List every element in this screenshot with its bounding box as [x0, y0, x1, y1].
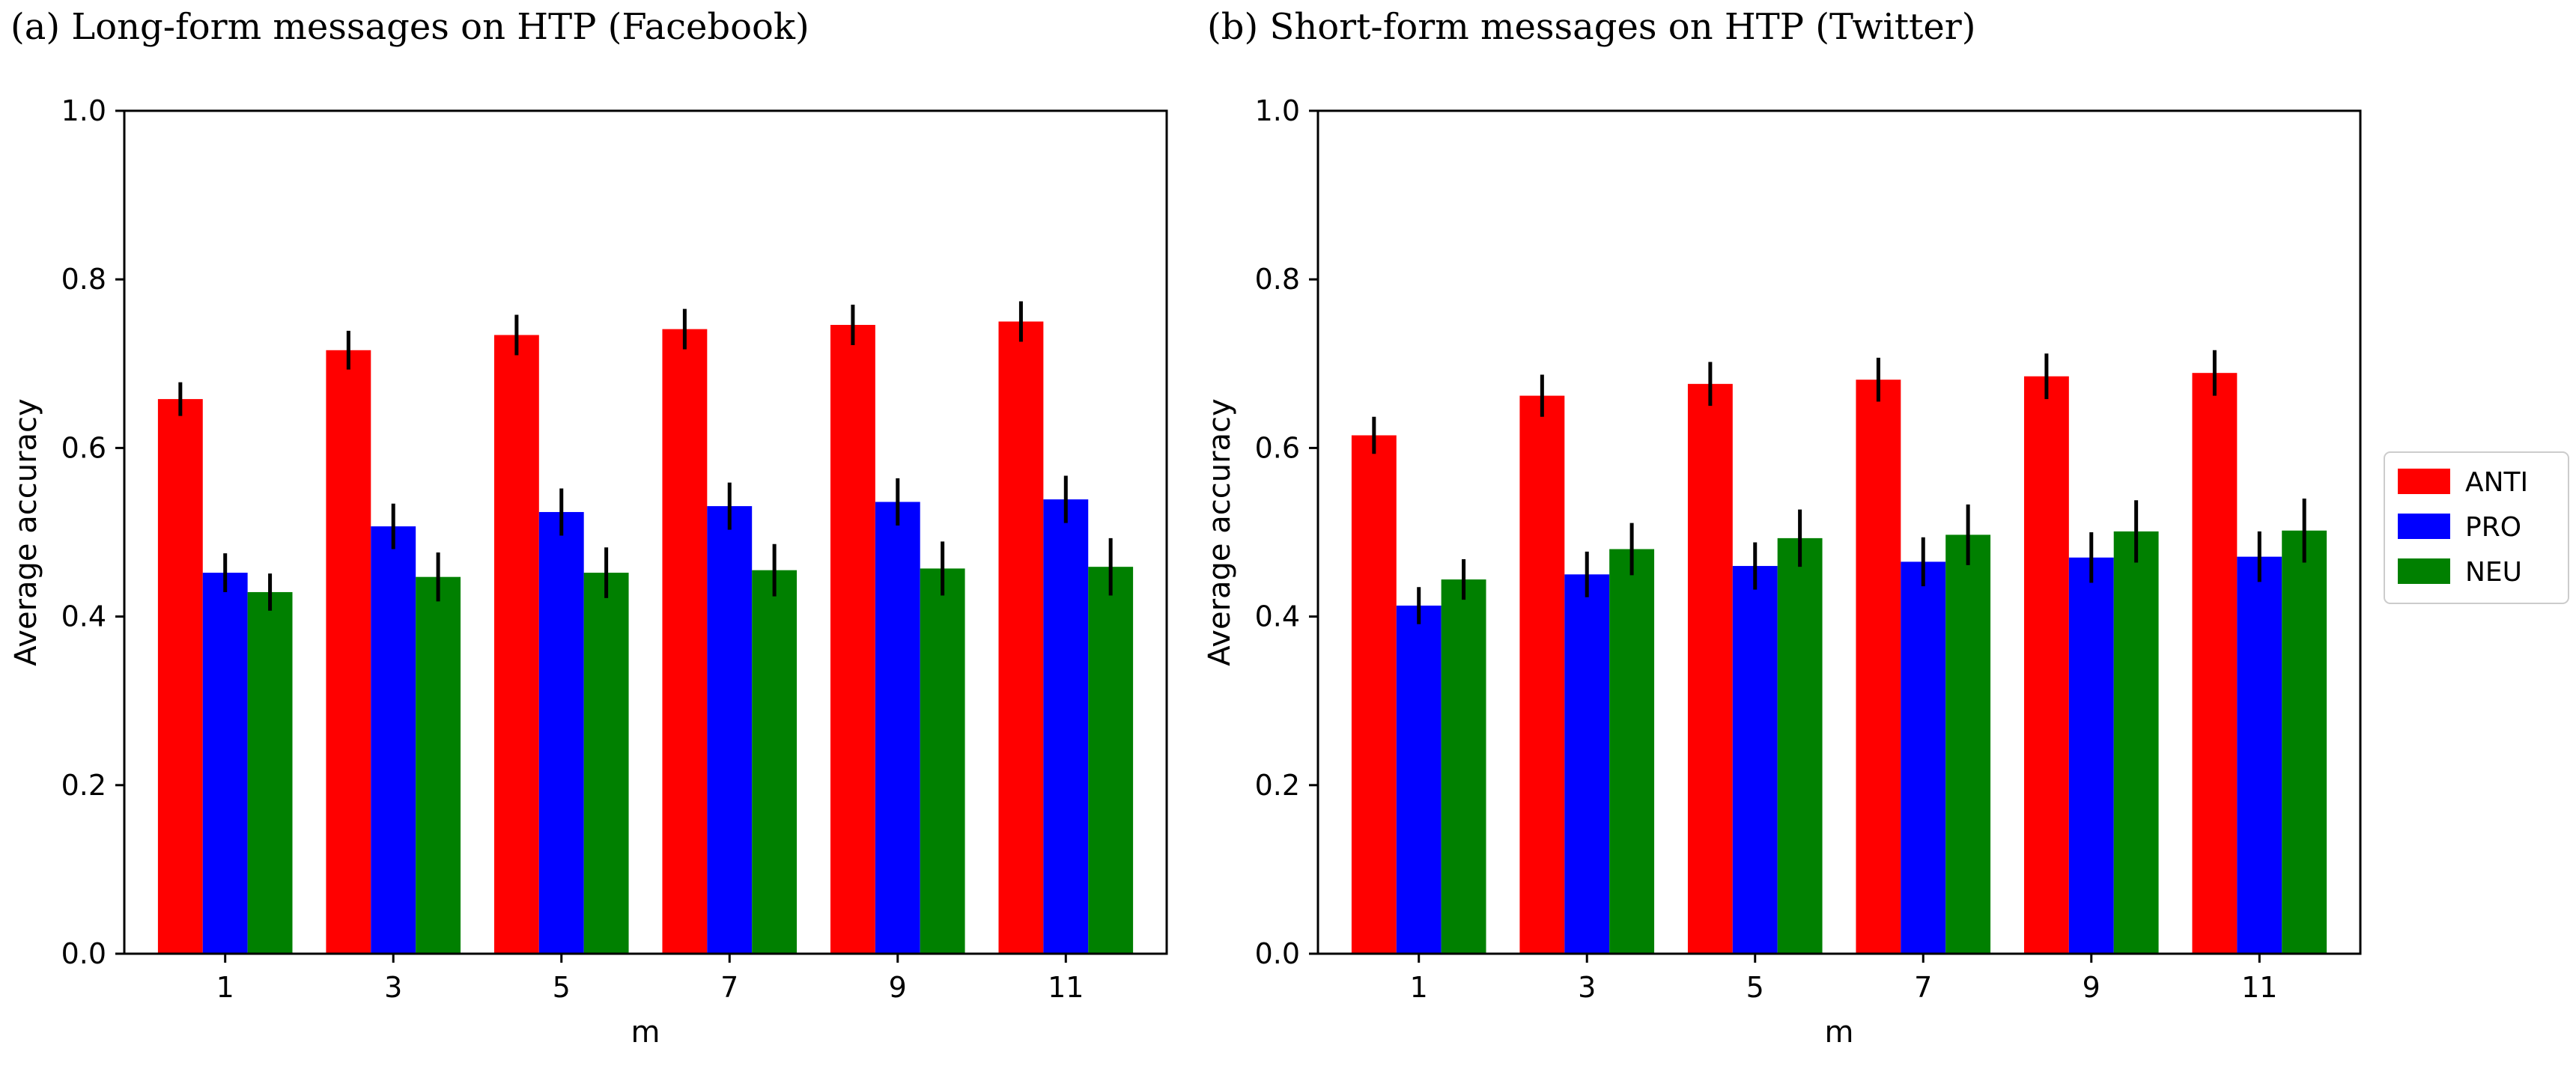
panel-a-x-tick-label: 11	[1048, 971, 1084, 1004]
panel-a-x-tick-label: 1	[216, 971, 234, 1004]
panel-a-y-tick-label: 0.8	[61, 263, 106, 296]
panel-b-bar-anti-m7	[1856, 380, 1901, 954]
panel-a-bar-pro-m11	[1043, 499, 1089, 954]
panel-b-title: (b) Short-form messages on HTP (Twitter)	[1207, 6, 1975, 48]
panel-b-bar-pro-m7	[1901, 561, 1946, 954]
panel-b-y-tick-label: 0.8	[1255, 263, 1300, 296]
panel-b-y-ticks: 0.0 0.2 0.4 0.6 0.8 1.0	[1255, 94, 1318, 970]
panel-b-bar-neu-m3	[1609, 549, 1655, 954]
panel-a-bar-pro-m3	[371, 526, 416, 954]
panel-b-bar-neu-m11	[2282, 530, 2327, 954]
panel-a-bar-pro-m9	[875, 502, 920, 954]
panel-a-y-ticks: 0.0 0.2 0.4 0.6 0.8 1.0	[61, 94, 124, 970]
panel-b-x-ticks: 1 3 5 7 9 11	[1410, 954, 2277, 1004]
panel-b-x-tick-label: 11	[2241, 971, 2277, 1004]
panel-a-bar-pro-m5	[538, 511, 584, 954]
legend-label-neu: NEU	[2465, 557, 2522, 588]
panel-b-bar-neu-m9	[2113, 531, 2159, 954]
panel-b-y-tick-label: 1.0	[1255, 94, 1300, 127]
panel-b-bar-pro-m5	[1732, 566, 1778, 954]
legend-swatch-anti	[2398, 469, 2450, 494]
legend-items: ANTI PRO NEU	[2398, 467, 2528, 588]
legend-label-anti: ANTI	[2465, 467, 2528, 498]
panel-b-bar-anti-m3	[1519, 395, 1565, 954]
panel-b-x-tick-label: 9	[2083, 971, 2100, 1004]
panel-b-bar-anti-m11	[2192, 373, 2238, 954]
panel-b-x-axis-label: m	[1825, 1015, 1854, 1050]
panel-b-x-tick-label: 1	[1410, 971, 1428, 1004]
panel-b-y-tick-label: 0.6	[1255, 431, 1300, 464]
panel-a-y-tick-label: 0.6	[61, 431, 106, 464]
panel-a-bar-anti-m1	[157, 399, 203, 954]
legend-label-pro: PRO	[2465, 512, 2521, 543]
panel-b: (b) Short-form messages on HTP (Twitter)…	[1203, 6, 2362, 1050]
legend-swatch-neu	[2398, 558, 2450, 584]
panel-b-bar-neu-m5	[1777, 537, 1823, 954]
panel-b-bar-pro-m9	[2068, 557, 2114, 954]
panel-a-bar-neu-m9	[920, 568, 965, 954]
panel-a-bar-anti-m5	[493, 335, 539, 954]
panel-b-x-tick-label: 5	[1746, 971, 1764, 1004]
panel-a: (a) Long-form messages on HTP (Facebook)…	[9, 6, 1168, 1050]
panel-a-x-tick-label: 5	[553, 971, 571, 1004]
panel-a-y-tick-label: 0.2	[61, 769, 106, 802]
panel-b-y-tick-label: 0.4	[1255, 600, 1300, 633]
panel-b-bars	[1351, 350, 2327, 954]
panel-a-bar-anti-m11	[998, 321, 1044, 954]
panel-a-bar-anti-m7	[662, 329, 708, 954]
panel-a-plot-frame	[123, 109, 1168, 955]
legend-swatch-pro	[2398, 514, 2450, 539]
panel-a-x-axis-label: m	[631, 1015, 660, 1050]
panel-b-bar-neu-m7	[1945, 535, 1991, 954]
panel-b-bar-anti-m1	[1351, 435, 1397, 954]
panel-a-y-axis-label: Average accuracy	[9, 398, 43, 666]
panel-a-bar-pro-m7	[707, 506, 753, 954]
panel-a-bars	[157, 301, 1134, 954]
panel-a-y-tick-label: 1.0	[61, 94, 106, 127]
panel-a-bar-pro-m1	[202, 573, 248, 954]
panel-a-bar-neu-m1	[247, 591, 293, 954]
panel-b-bar-pro-m11	[2237, 556, 2282, 954]
panel-a-y-tick-label: 0.4	[61, 600, 106, 633]
panel-b-bar-pro-m3	[1564, 574, 1610, 954]
panel-b-bar-anti-m5	[1687, 383, 1733, 954]
panel-a-x-tick-label: 3	[384, 971, 402, 1004]
panel-b-y-axis-label: Average accuracy	[1203, 398, 1237, 666]
panel-b-x-tick-label: 3	[1578, 971, 1596, 1004]
panel-a-x-ticks: 1 3 5 7 9 11	[216, 954, 1084, 1004]
panel-a-x-tick-label: 9	[889, 971, 907, 1004]
panel-b-bar-pro-m1	[1396, 605, 1442, 954]
legend: ANTI PRO NEU	[2384, 451, 2569, 604]
panel-a-bar-anti-m3	[326, 350, 371, 954]
panel-a-bar-neu-m11	[1088, 567, 1134, 954]
panel-b-y-tick-label: 0.0	[1255, 937, 1300, 970]
panel-b-plot-frame	[1316, 109, 2362, 955]
panel-b-bar-neu-m1	[1441, 579, 1486, 954]
panel-a-bar-neu-m3	[416, 576, 461, 954]
panel-a-x-tick-label: 7	[720, 971, 738, 1004]
panel-b-x-tick-label: 7	[1914, 971, 1932, 1004]
panel-b-y-tick-label: 0.2	[1255, 769, 1300, 802]
panel-a-title: (a) Long-form messages on HTP (Facebook)	[10, 6, 809, 48]
panel-a-bar-neu-m5	[583, 573, 629, 954]
panel-b-bar-anti-m9	[2023, 376, 2069, 954]
panel-a-bar-neu-m7	[752, 570, 798, 954]
panel-a-y-tick-label: 0.0	[61, 937, 106, 970]
panel-a-bar-anti-m9	[830, 325, 875, 954]
